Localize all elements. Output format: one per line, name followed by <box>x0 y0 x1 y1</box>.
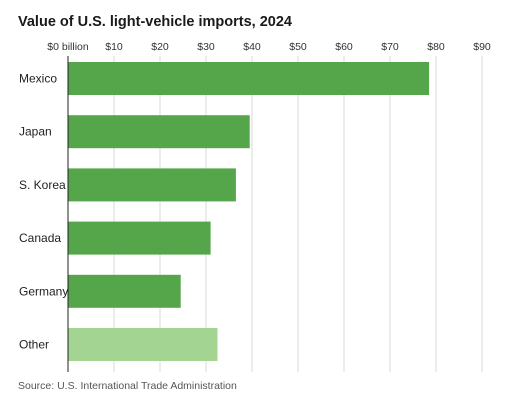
bar-germany <box>68 274 181 308</box>
bar-mexico <box>68 62 430 95</box>
category-label: Other <box>19 338 49 352</box>
x-tick-label: $60 <box>335 41 353 53</box>
x-tick-label: $30 <box>197 41 215 53</box>
bar-japan <box>68 115 250 149</box>
x-tick-label: $40 <box>243 41 261 53</box>
x-axis-ticks: $0 billion $10 $20 $30 $40 $50 $60 $70 $80 $90 <box>47 41 491 53</box>
bars <box>68 62 430 361</box>
x-tick-label: $80 <box>427 41 445 53</box>
bar-other <box>68 328 218 361</box>
bar-s-korea <box>68 168 236 202</box>
category-label: Japan <box>19 125 52 139</box>
x-tick-label: $50 <box>289 41 307 53</box>
source-note: Source: U.S. International Trade Adminis… <box>18 380 237 392</box>
category-label: Germany <box>19 284 68 298</box>
category-label: Mexico <box>19 72 57 86</box>
category-label: S. Korea <box>19 178 66 192</box>
gridlines <box>113 56 483 372</box>
x-tick-label: $90 <box>473 41 491 53</box>
category-labels: Mexico Japan S. Korea Canada Germany Other <box>19 72 68 352</box>
chart-title: Value of U.S. light-vehicle imports, 202… <box>18 14 292 30</box>
bar-canada <box>68 221 211 255</box>
x-tick-label: $10 <box>105 41 123 53</box>
category-label: Canada <box>19 231 61 245</box>
x-tick-label: $20 <box>151 41 169 53</box>
x-tick-label: $70 <box>381 41 399 53</box>
x-tick-label: $0 billion <box>47 41 89 53</box>
